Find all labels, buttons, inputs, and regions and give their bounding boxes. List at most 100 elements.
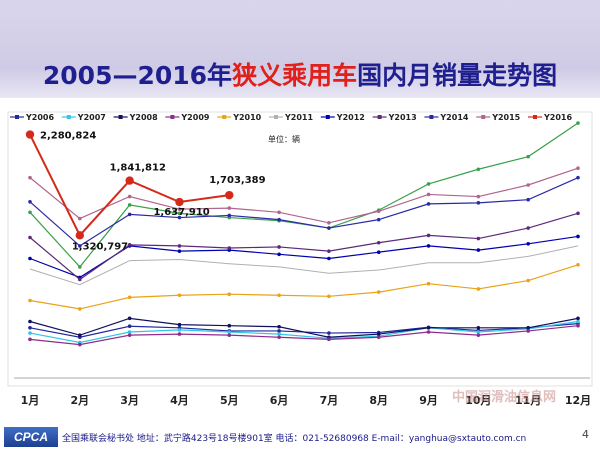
point-y2008-8 xyxy=(426,326,431,330)
point-y2010-0 xyxy=(28,298,32,303)
x-tick-label-4: 4月 xyxy=(170,394,189,407)
point-y2015-11 xyxy=(576,166,580,170)
data-label-y2016-3: 1,637,910 xyxy=(153,207,209,218)
point-y2010-3 xyxy=(177,293,182,298)
title-prefix: 2005—2016年 xyxy=(42,61,233,90)
series-line-y2011-aux xyxy=(29,245,579,286)
legend-marker-y2015 xyxy=(481,115,486,119)
point-y2010-7 xyxy=(376,290,381,294)
point-y2015-5 xyxy=(277,210,281,215)
point-y2008-4 xyxy=(227,323,232,328)
point-y2011-11 xyxy=(576,121,580,125)
point-y2011-0 xyxy=(28,210,32,215)
point-y2008-10 xyxy=(526,326,530,330)
point-y2014-8 xyxy=(426,202,431,206)
point-y2008-3 xyxy=(177,322,182,327)
x-tick-label-11: 11月 xyxy=(515,394,541,407)
data-label-y2016-0: 2,280,824 xyxy=(40,131,96,142)
point-y2011-10 xyxy=(526,154,530,159)
point-y2012-10 xyxy=(526,242,530,246)
legend-marker-y2010 xyxy=(222,115,227,119)
point-y2009-11 xyxy=(576,323,580,328)
point-y2013-9 xyxy=(476,236,481,241)
x-tick-label-10: 10月 xyxy=(465,394,491,407)
x-tick-label-12: 12月 xyxy=(565,394,591,407)
point-y2014-7 xyxy=(376,217,381,222)
legend-marker-y2016 xyxy=(533,115,537,119)
point-y2007-11 xyxy=(576,319,580,324)
point-y2016-2 xyxy=(125,176,134,185)
series-line-y2009 xyxy=(29,325,579,346)
x-tick-label-3: 3月 xyxy=(120,394,139,407)
point-y2012-3 xyxy=(177,249,182,253)
point-y2014-3 xyxy=(177,215,182,220)
x-tick-label-7: 7月 xyxy=(320,394,339,407)
point-y2013-7 xyxy=(376,240,381,245)
point-y2006-2 xyxy=(127,324,132,329)
point-y2014-9 xyxy=(476,201,481,205)
legend-marker-y2008 xyxy=(118,115,123,119)
point-y2014-10 xyxy=(526,197,530,202)
point-y2015-6 xyxy=(327,221,331,225)
legend-label-y2008: Y2008 xyxy=(129,113,158,122)
point-y2010-11 xyxy=(576,263,580,267)
point-y2010-8 xyxy=(426,281,431,286)
page-title: 2005—2016年狭义乘用车国内月销量走势图 xyxy=(0,56,600,92)
x-tick-label-8: 8月 xyxy=(369,394,388,407)
point-y2009-8 xyxy=(426,330,431,334)
point-y2013-0 xyxy=(28,235,32,240)
legend-label-y2007: Y2007 xyxy=(77,113,106,122)
point-y2013-1 xyxy=(78,277,82,282)
point-y2014-1 xyxy=(78,244,82,248)
point-y2013-11 xyxy=(576,211,580,216)
point-y2009-3 xyxy=(177,332,182,336)
point-y2006-6 xyxy=(327,331,331,335)
point-y2016-3 xyxy=(175,197,184,207)
legend-label-y2011: Y2011 xyxy=(284,113,313,122)
footer: CPCA 全国乘联会秘书处 地址：武宁路423号18号楼901室 电话：021-… xyxy=(0,424,600,450)
point-y2008-11 xyxy=(576,316,580,321)
series-line-y2007 xyxy=(29,320,579,344)
page-number: 4 xyxy=(582,428,589,441)
unit-label: 单位：辆 xyxy=(268,134,300,144)
legend-label-y2015: Y2015 xyxy=(491,113,520,122)
point-y2009-2 xyxy=(127,333,132,337)
point-y2014-4 xyxy=(227,213,232,218)
point-y2012-11 xyxy=(576,234,580,239)
point-y2009-10 xyxy=(526,329,530,333)
legend-label-y2006: Y2006 xyxy=(25,113,54,122)
series-line-y2008 xyxy=(29,317,579,338)
point-y2012-9 xyxy=(476,248,481,252)
point-y2008-1 xyxy=(78,333,82,337)
x-tick-label-6: 6月 xyxy=(270,394,289,407)
legend-marker-y2012 xyxy=(325,115,330,119)
legend-marker-y2013 xyxy=(377,115,382,119)
point-y2010-9 xyxy=(476,287,481,291)
point-y2013-6 xyxy=(327,249,331,253)
point-y2016-0 xyxy=(25,130,35,139)
point-y2010-6 xyxy=(327,294,331,299)
point-y2011-3 xyxy=(177,211,182,216)
point-y2015-10 xyxy=(526,183,530,187)
x-tick-label-5: 5月 xyxy=(220,394,239,407)
series-line-y2014 xyxy=(29,177,579,247)
point-y2015-0 xyxy=(28,175,32,180)
point-y2008-5 xyxy=(277,324,281,329)
x-tick-label-2: 2月 xyxy=(70,394,89,407)
sales-line-chart: Y2006 Y2007 Y2008 Y2009 Y2010 Y2011 Y2012 Y2013… xyxy=(7,111,593,407)
point-y2006-0 xyxy=(28,326,32,330)
point-y2007-0 xyxy=(28,331,32,335)
point-y2012-5 xyxy=(277,252,281,257)
point-y2012-0 xyxy=(28,256,32,261)
point-y2008-2 xyxy=(127,316,132,321)
legend-label-y2010: Y2010 xyxy=(232,113,261,122)
point-y2013-10 xyxy=(526,226,530,230)
point-y2010-4 xyxy=(227,292,232,296)
legend-marker-y2009 xyxy=(170,115,175,119)
point-y2010-10 xyxy=(526,278,530,283)
legend-marker-y2007 xyxy=(66,115,71,119)
legend-label-y2009: Y2009 xyxy=(180,113,209,122)
x-tick-label-1: 1月 xyxy=(21,394,40,407)
point-y2008-0 xyxy=(28,319,32,324)
point-y2014-6 xyxy=(327,226,331,230)
